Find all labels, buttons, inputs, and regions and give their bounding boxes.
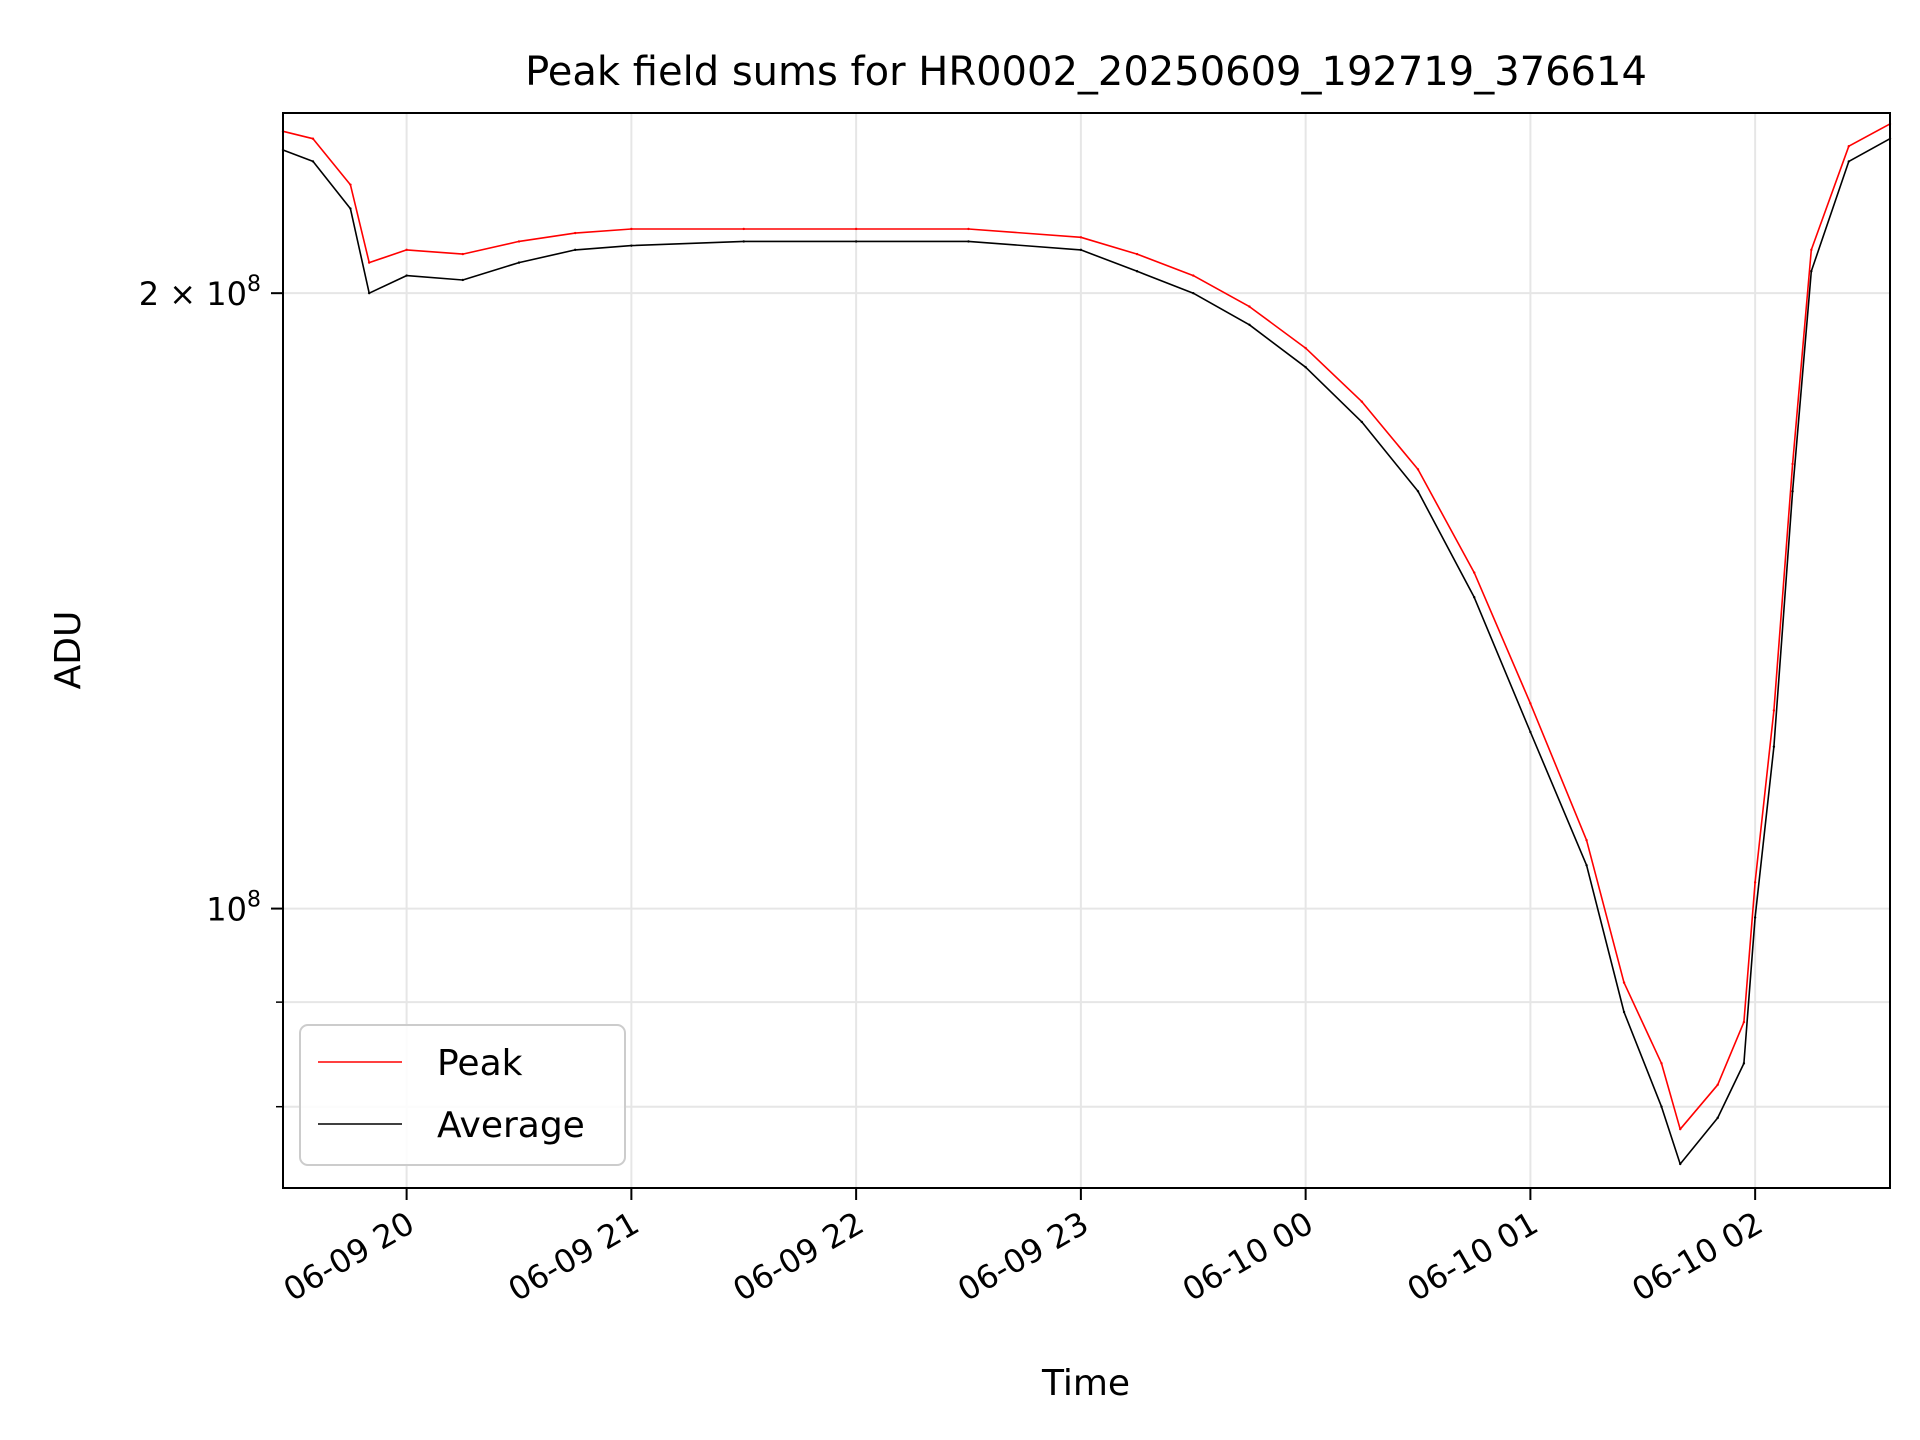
data-point-peak [1753, 881, 1757, 884]
data-point-average [1716, 1116, 1719, 1120]
data-point-average [517, 261, 521, 264]
data-point-average [1360, 420, 1364, 424]
legend-box [299, 1024, 626, 1166]
data-point-peak [1810, 248, 1813, 252]
data-point-average [1791, 490, 1794, 493]
data-point-peak [367, 261, 371, 264]
data-point-average [1772, 745, 1776, 748]
data-point-peak [1791, 462, 1794, 466]
x-tick-label: 06-10 00 [1176, 1204, 1320, 1309]
data-point-peak [517, 240, 521, 243]
series-line-peak [282, 123, 1891, 1130]
data-point-average [1622, 1010, 1626, 1014]
plot-area [282, 112, 1891, 1189]
data-point-average [1847, 160, 1850, 163]
legend: Peak Average [299, 1024, 626, 1166]
data-point-average [1660, 1105, 1663, 1108]
data-point-peak [1716, 1083, 1719, 1086]
data-point-peak [742, 227, 745, 231]
data-point-average [311, 160, 315, 163]
data-point-peak [1660, 1062, 1663, 1065]
data-point-average [461, 278, 465, 282]
data-point-average [1753, 916, 1757, 919]
data-point-peak [1679, 1127, 1682, 1131]
data-point-peak [1079, 236, 1083, 239]
data-point-peak [405, 248, 408, 252]
x-tick-label: 06-09 22 [727, 1204, 871, 1309]
data-point-average [1473, 596, 1476, 599]
data-point-average [1079, 248, 1083, 252]
data-point-peak [1135, 252, 1139, 256]
data-point-average [367, 291, 371, 295]
data-point-peak [630, 227, 633, 231]
data-point-average [1192, 291, 1195, 295]
data-point-peak [1192, 274, 1195, 277]
data-point-peak [1473, 571, 1476, 574]
data-point-average [1679, 1162, 1682, 1166]
series-lines [281, 122, 1892, 1166]
data-point-peak [311, 137, 315, 140]
x-tick-label: 06-09 23 [951, 1204, 1095, 1309]
data-point-average [1304, 366, 1307, 369]
data-point-average [742, 240, 745, 243]
x-tick-label: 06-09 20 [277, 1204, 421, 1309]
data-point-average [967, 240, 970, 243]
x-tick-label: 06-10 02 [1626, 1204, 1770, 1309]
data-point-peak [1772, 709, 1776, 712]
legend-label-peak: Peak [437, 1043, 523, 1084]
data-point-peak [461, 252, 465, 256]
data-point-peak [573, 231, 577, 235]
data-point-average [1585, 864, 1588, 867]
data-point-peak [1847, 145, 1850, 148]
data-point-average [1248, 323, 1251, 327]
data-point-average [854, 240, 858, 243]
y-axis-label: ADU [48, 611, 89, 690]
data-point-peak [854, 227, 858, 231]
y-tick-label: 2 × 108 [139, 272, 261, 313]
data-point-average [573, 248, 577, 252]
data-point-peak [349, 183, 352, 186]
data-point-peak [1622, 981, 1626, 984]
data-point-peak [1360, 400, 1364, 403]
data-point-average [630, 244, 633, 247]
y-tick-label: 108 [206, 888, 261, 929]
data-point-peak [1585, 839, 1588, 842]
data-point-average [349, 207, 352, 210]
chart-title: Peak field sums for HR0002_20250609_1927… [525, 49, 1647, 95]
data-point-average [1416, 490, 1420, 493]
data-point-average [1135, 270, 1139, 273]
data-point-peak [1416, 468, 1420, 471]
data-point-peak [1248, 305, 1251, 308]
data-point-average [1810, 270, 1813, 273]
x-axis-label: Time [1041, 1363, 1130, 1404]
x-tick-label: 06-09 21 [502, 1204, 646, 1309]
legend-label-average: Average [437, 1105, 585, 1146]
data-point-average [1742, 1062, 1746, 1065]
data-point-average [405, 274, 408, 277]
data-point-average [1529, 730, 1532, 734]
data-point-peak [1742, 1020, 1746, 1024]
x-tick-label: 06-10 01 [1401, 1204, 1545, 1309]
data-point-peak [1529, 702, 1532, 705]
data-point-peak [967, 227, 970, 231]
data-point-peak [1304, 346, 1307, 350]
grid-lines [283, 113, 1890, 1188]
